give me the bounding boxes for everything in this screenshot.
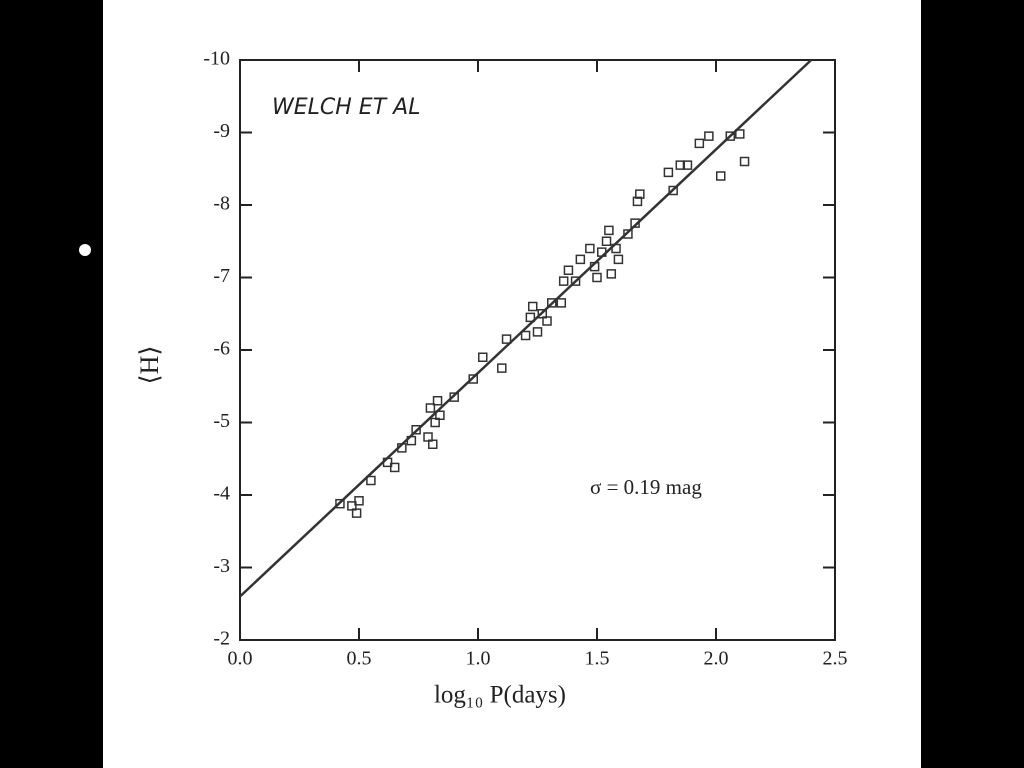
bullet: [79, 244, 91, 256]
data-point: [585, 243, 595, 254]
data-point: [335, 498, 345, 509]
data-point: [411, 425, 421, 435]
data-point: [716, 171, 726, 181]
data-point: [497, 363, 507, 373]
x-tick-label: 1.5: [585, 648, 610, 670]
y-tick-label: -3: [213, 555, 230, 577]
data-point: [525, 312, 536, 323]
data-point: [630, 218, 640, 228]
data-point: [432, 396, 443, 406]
data-point: [547, 298, 557, 308]
data-point: [682, 160, 693, 170]
data-point: [520, 330, 531, 341]
data-point: [347, 501, 357, 511]
data-point: [430, 417, 440, 428]
y-tick-label: -7: [213, 265, 230, 287]
data-point: [532, 327, 543, 337]
x-tick-label: 1.0: [466, 648, 491, 670]
data-point: [735, 129, 745, 139]
data-point: [739, 156, 750, 167]
data-point: [563, 265, 574, 275]
data-point: [382, 457, 393, 468]
data-point: [597, 247, 607, 257]
data-point: [668, 185, 678, 196]
y-tick-label: -8: [213, 193, 230, 215]
data-point: [611, 243, 621, 254]
x-axis-label: log₁₀ P(days): [434, 682, 566, 709]
data-point: [468, 374, 478, 384]
data-point: [537, 309, 548, 319]
data-point: [478, 352, 488, 362]
data-point: [606, 269, 617, 279]
data-point: [558, 276, 569, 286]
data-point: [397, 443, 407, 453]
data-point: [663, 167, 674, 178]
data-point: [435, 410, 445, 420]
x-tick-label: 2.5: [823, 648, 848, 670]
data-point: [604, 225, 614, 236]
x-tick-label: 2.0: [704, 648, 729, 670]
annotation: σ = 0.19 mag: [590, 475, 702, 499]
data-point: [704, 131, 714, 141]
y-tick-label: -10: [203, 48, 230, 70]
data-point: [425, 403, 436, 413]
plot-frame: [239, 59, 836, 641]
data-point: [501, 334, 512, 344]
data-point: [423, 432, 433, 442]
y-tick-label: -5: [213, 410, 230, 432]
x-tick-label: 0.0: [228, 648, 253, 670]
data-point: [575, 254, 586, 265]
data-point: [449, 392, 459, 402]
y-tick-label: -9: [213, 120, 230, 142]
data-point: [527, 301, 538, 312]
data-point: [570, 276, 581, 286]
data-point: [428, 439, 438, 449]
y-axis-label: ⟨H⟩: [135, 345, 164, 384]
data-point: [675, 160, 686, 170]
data-point: [556, 298, 567, 308]
data-point: [354, 496, 364, 506]
data-point: [389, 462, 400, 473]
data-point: [694, 138, 705, 149]
data-point: [613, 254, 624, 265]
y-tick-label: -6: [213, 338, 230, 360]
data-point: [725, 131, 736, 141]
x-tick-label: 0.5: [347, 648, 372, 670]
fit-line: [239, 59, 813, 598]
data-point: [592, 272, 602, 283]
data-point: [542, 316, 552, 326]
data-point: [406, 435, 417, 446]
data-point: [589, 261, 600, 272]
data-point: [601, 236, 612, 246]
data-point: [351, 508, 362, 518]
data-point: [635, 189, 645, 199]
handwritten-note: WELCH ET AL: [272, 95, 420, 120]
y-tick-label: -4: [213, 483, 230, 505]
data-point: [623, 229, 633, 239]
y-tick-label: -2: [213, 628, 230, 650]
data-point: [366, 475, 376, 486]
